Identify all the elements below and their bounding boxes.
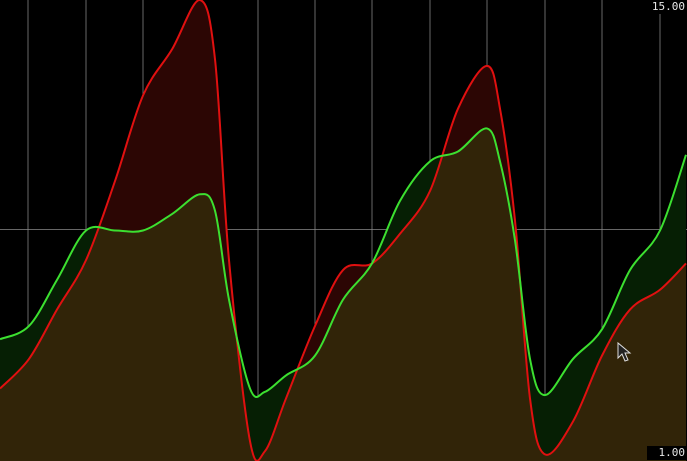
area (0, 128, 686, 461)
y-tick-box (647, 0, 687, 14)
y-tick-label: 15.00 (652, 0, 685, 13)
line (0, 127, 687, 398)
y-tick-label: 1.00 (659, 446, 686, 459)
labels: 15.00 1.00 (647, 0, 687, 460)
y-tick-box (647, 446, 687, 460)
mouse-cursor (617, 341, 632, 362)
